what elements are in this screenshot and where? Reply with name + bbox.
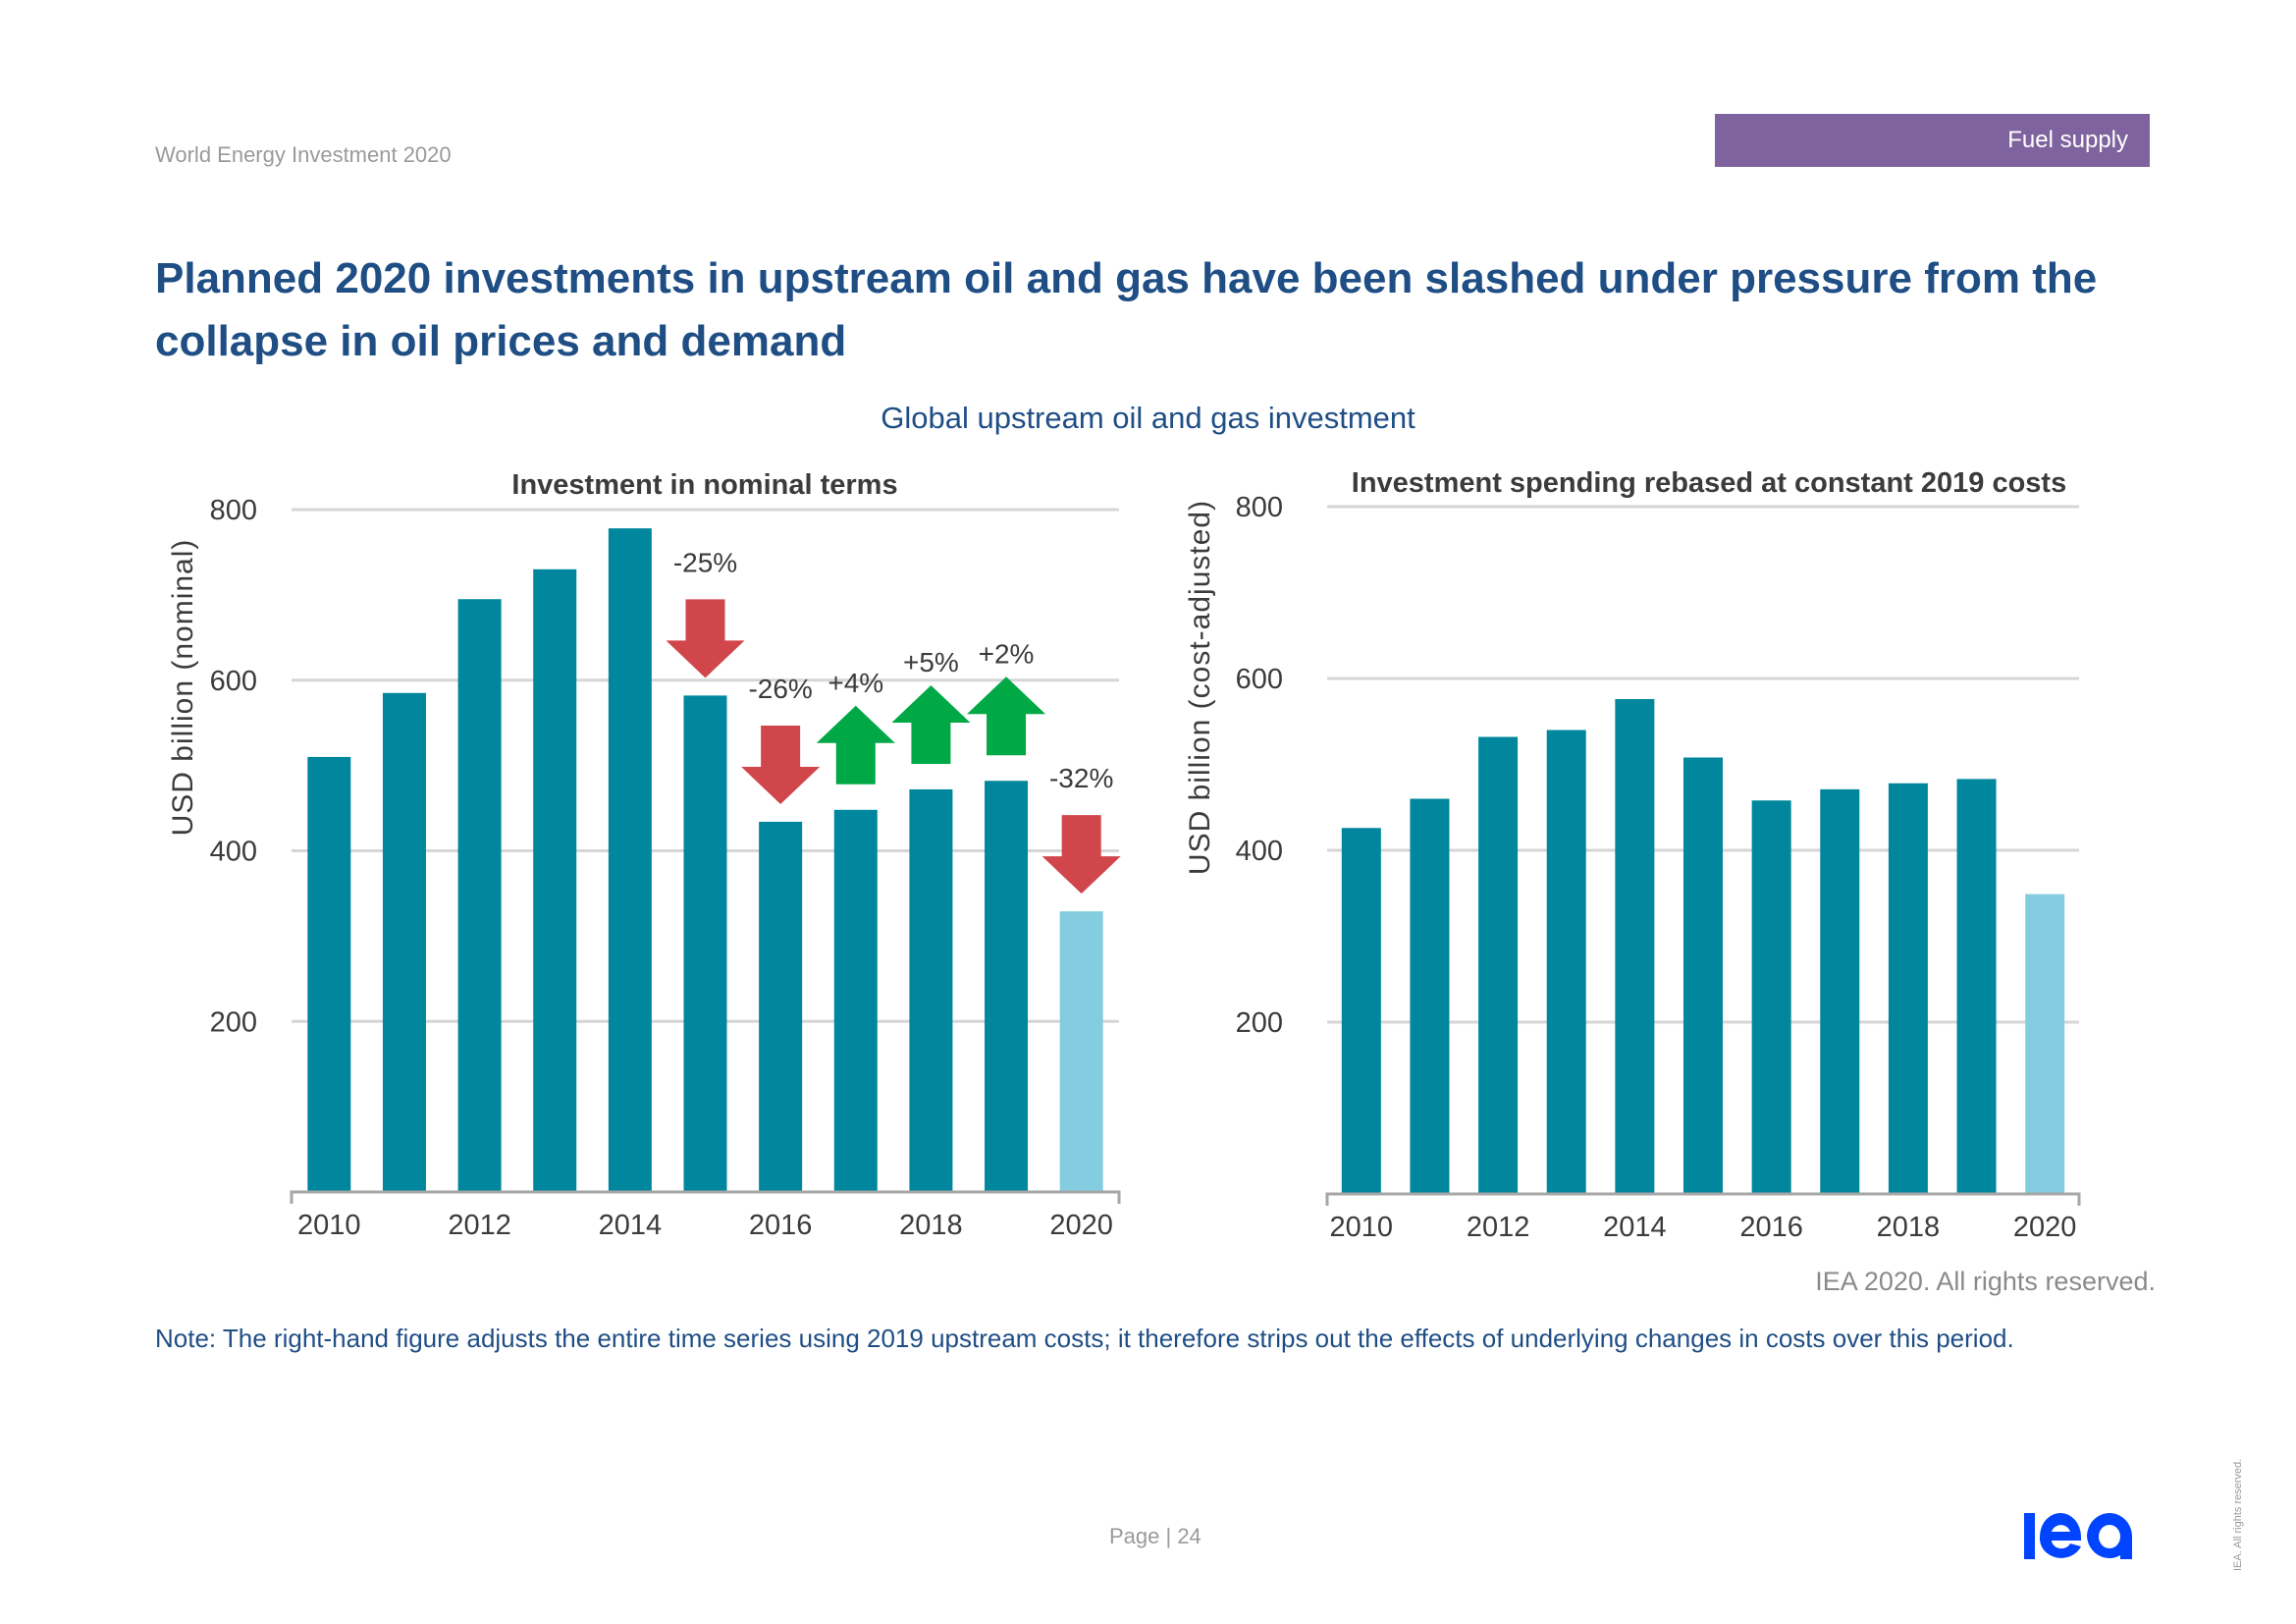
side-rights-notice: IEA. All rights reserved. [2232,1458,2244,1571]
x-tick-label: 2018 [899,1210,963,1241]
x-tick-label: 2010 [297,1210,361,1241]
iea-logo-icon [2024,1513,2132,1559]
change-label: -26% [748,674,812,704]
x-tick-label: 2016 [1739,1212,1803,1243]
bar-2014 [1615,699,1655,1194]
x-tick-label: 2016 [749,1210,813,1241]
x-tick-label: 2012 [1467,1212,1530,1243]
bar-2010 [307,756,351,1192]
figure-note: Note: The right-hand figure adjusts the … [155,1324,2014,1353]
y-tick-label: 200 [1236,1007,1283,1039]
bar-2010 [1341,828,1381,1194]
bar-2017 [833,809,878,1192]
change-label: -32% [1049,763,1113,793]
bar-2018 [1888,783,1928,1194]
y-tick-label: 200 [210,1006,257,1038]
page-number: Page | 24 [1109,1524,1201,1548]
bar-2011 [382,692,426,1192]
x-tick-label: 2020 [1049,1210,1113,1241]
bar-2020 [1059,911,1103,1192]
y-tick-label: 600 [210,666,257,697]
page-headline: Planned 2020 investments in upstream oil… [155,254,2098,365]
chart-nominal: Investment in nominal terms USD billion … [167,469,1121,1241]
y-axis-label: USD billion (nominal) [167,539,199,837]
bar-2012 [457,599,502,1192]
y-tick-label: 800 [1236,492,1283,523]
bar-2016 [759,821,803,1192]
arrow-up-icon [967,677,1046,756]
bar-2016 [1751,800,1791,1194]
copyright-notice: IEA 2020. All rights reserved. [1815,1267,2156,1296]
section-tag: Fuel supply [1715,114,2150,167]
y-tick-label: 400 [1236,836,1283,867]
y-tick-label: 400 [210,837,257,868]
change-label: +4% [828,668,883,698]
bar-2019 [985,781,1029,1192]
iea-logo [2024,1505,2152,1569]
x-tick-label: 2012 [448,1210,511,1241]
figure-title: Global upstream oil and gas investment [881,401,1415,435]
bar-2011 [1410,798,1450,1194]
chart-cost-adjusted: Investment spending rebased at constant … [1184,467,2081,1243]
arrow-down-icon [666,599,745,678]
y-axis-label: USD billion (cost-adjusted) [1184,500,1216,875]
bar-2012 [1478,736,1519,1194]
bar-2019 [1956,779,1997,1194]
x-tick-label: 2018 [1877,1212,1941,1243]
report-name: World Energy Investment 2020 [155,142,452,167]
change-label: +2% [979,638,1035,669]
bar-2017 [1820,788,1860,1194]
bar-2020 [2025,893,2065,1194]
x-tick-label: 2014 [599,1210,663,1241]
change-label: -25% [673,547,737,577]
section-tag-label: Fuel supply [2007,127,2128,153]
chart-title: Investment spending rebased at constant … [1352,467,2066,499]
x-axis [1325,1192,2081,1206]
arrow-down-icon [1041,815,1121,894]
x-tick-label: 2010 [1330,1212,1394,1243]
bar-2014 [608,528,652,1192]
y-tick-label: 800 [210,495,257,526]
arrow-down-icon [741,725,821,804]
arrow-up-icon [891,684,971,764]
bar-2018 [909,788,953,1192]
bar-2015 [683,695,727,1192]
change-label: +5% [903,647,959,677]
bar-2013 [1546,730,1586,1194]
x-tick-label: 2014 [1603,1212,1667,1243]
y-tick-label: 600 [1236,664,1283,695]
x-tick-label: 2020 [2013,1212,2077,1243]
x-axis [290,1190,1121,1204]
bar-2015 [1683,757,1723,1194]
arrow-up-icon [816,705,895,785]
chart-title: Investment in nominal terms [511,469,897,501]
bar-2013 [533,568,577,1192]
